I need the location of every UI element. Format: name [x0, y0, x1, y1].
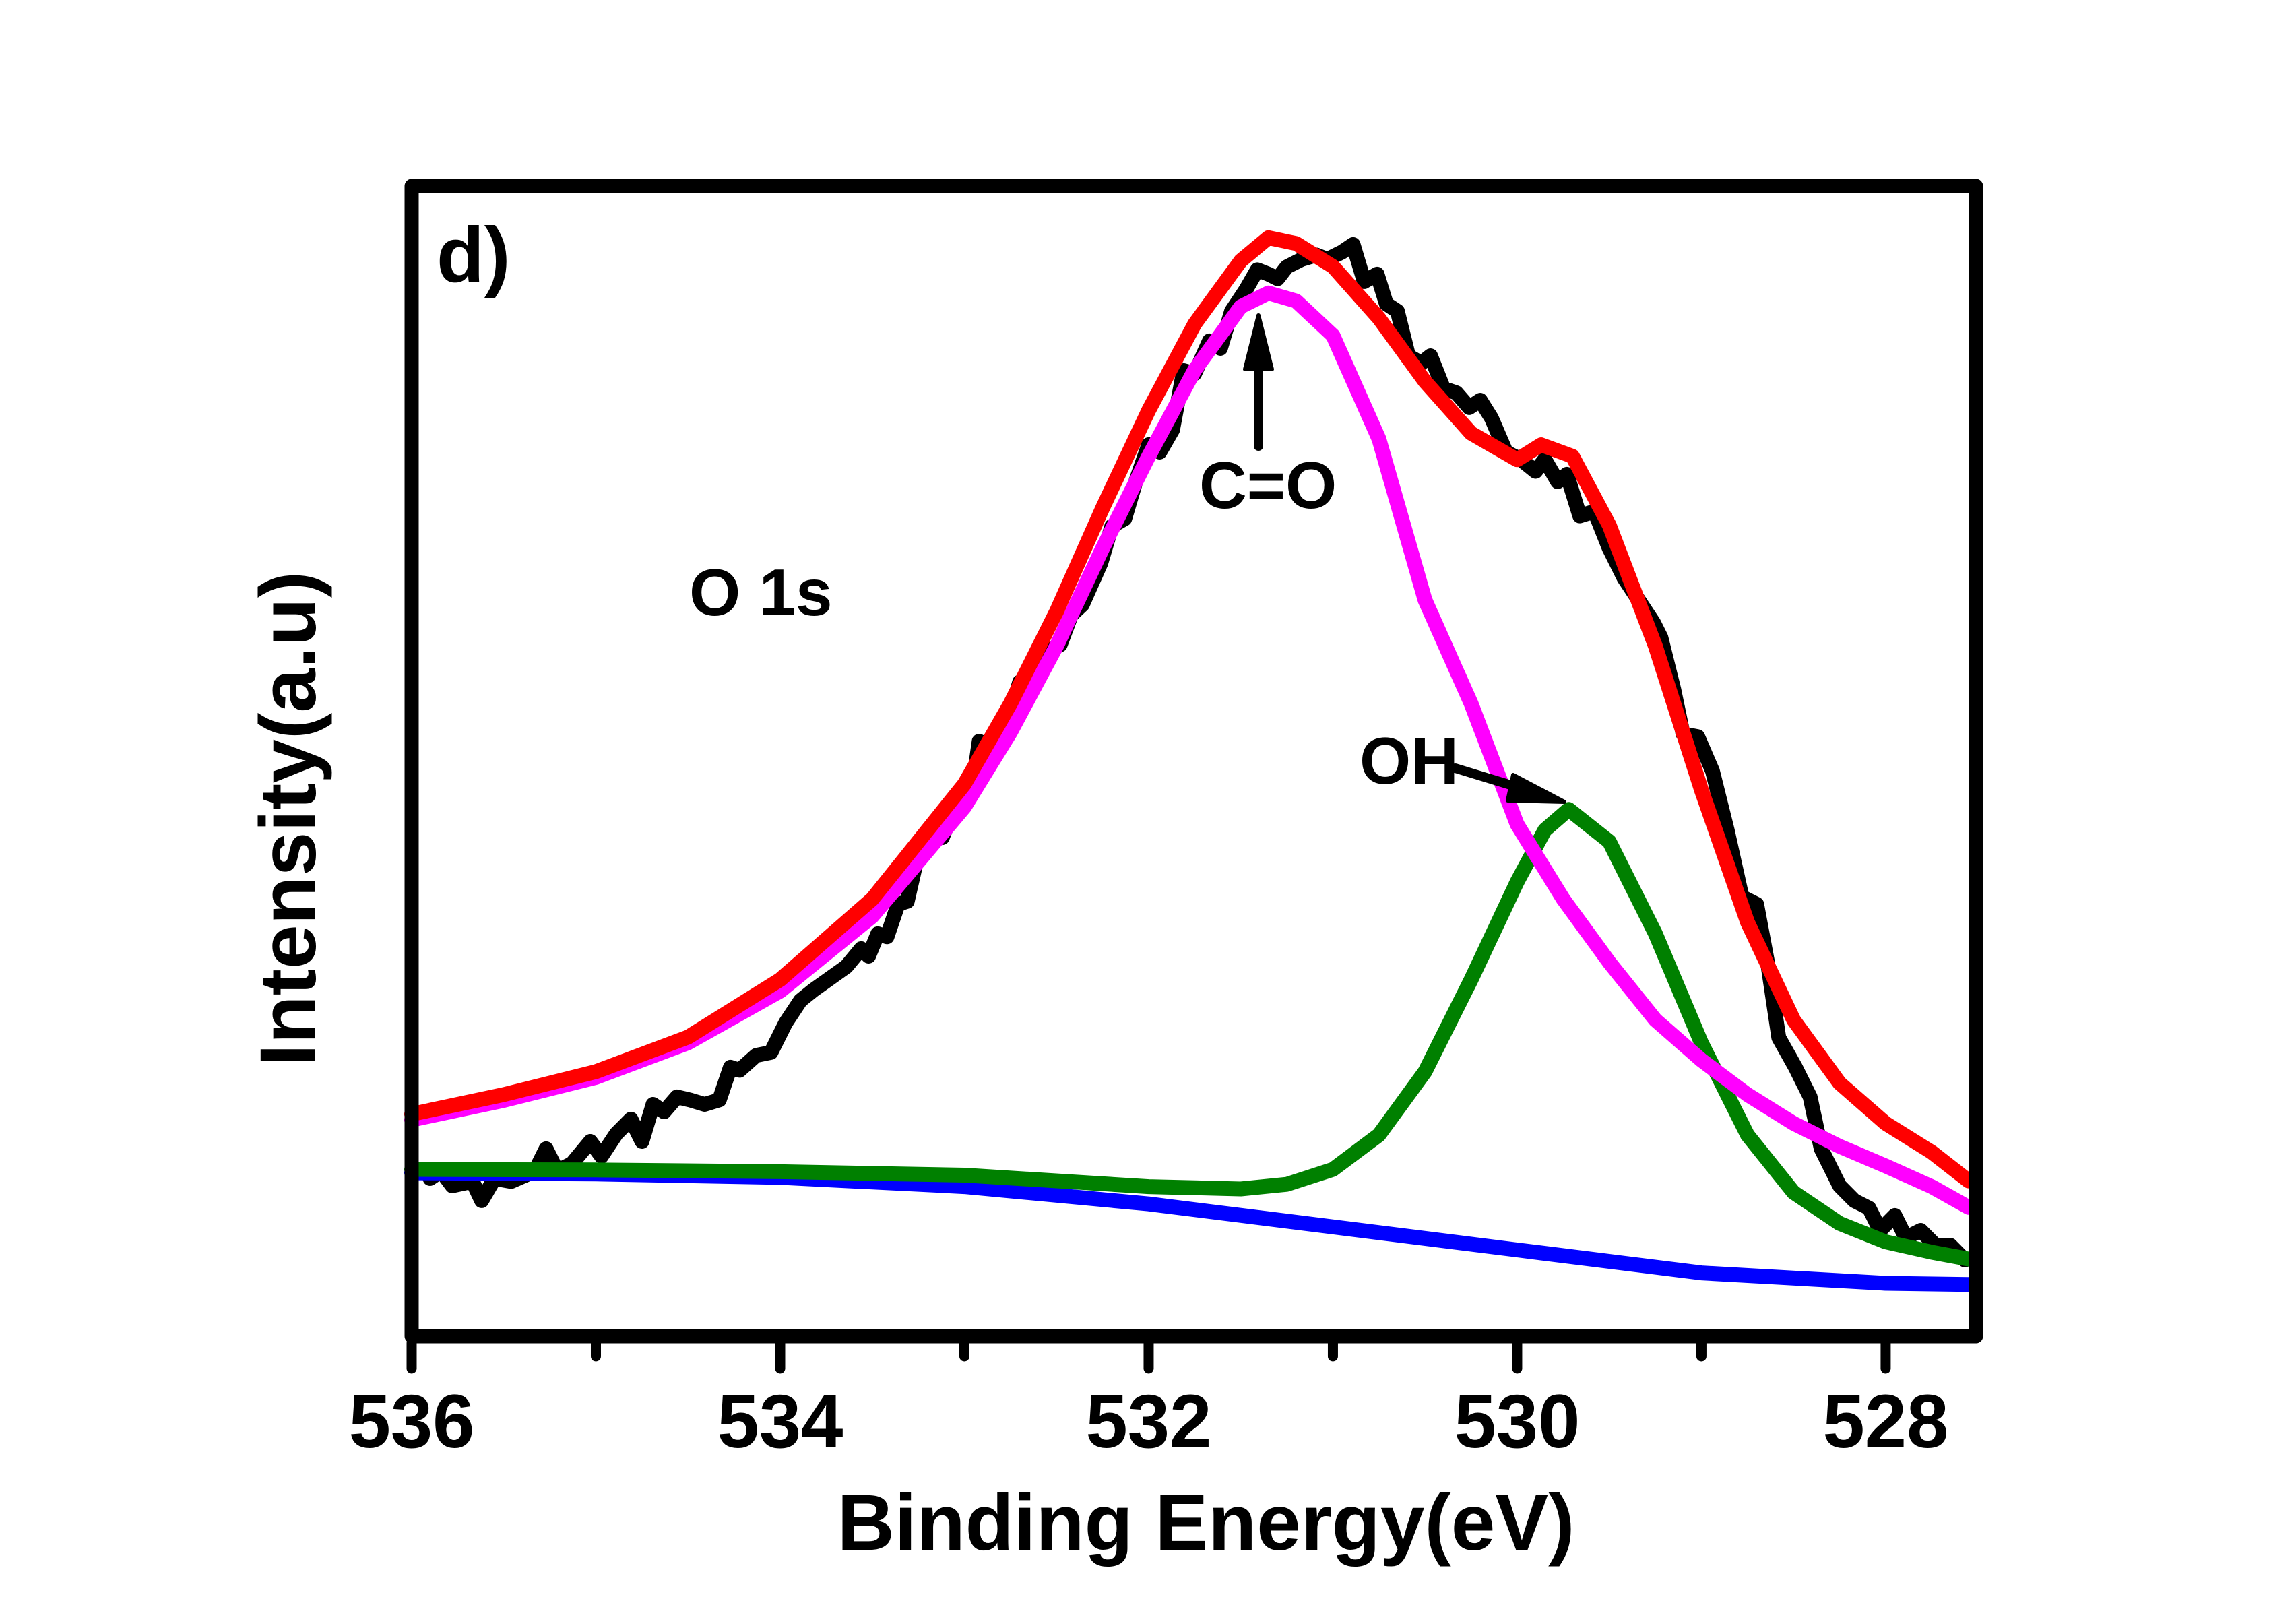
- series-envelope-fit: [404, 230, 1976, 1189]
- plot-frame: [404, 179, 1983, 1344]
- series-oh-component: [404, 802, 1976, 1267]
- x-axis-title: Binding Energy(eV): [837, 1478, 1575, 1567]
- x-tick-label: 530: [1455, 1379, 1581, 1464]
- co-arrow-head: [1243, 313, 1274, 371]
- series-layer: [404, 230, 1976, 1292]
- x-ticks: [406, 1338, 1891, 1374]
- co-peak-arrow: [1243, 313, 1274, 451]
- panel-label: d): [437, 211, 511, 298]
- y-axis-title: Intensity(a.u): [244, 571, 333, 1066]
- x-tick-label: 528: [1822, 1379, 1948, 1464]
- x-tick-labels: 536 534 532 530 528: [349, 1379, 1949, 1464]
- x-tick-label: 532: [1086, 1379, 1212, 1464]
- x-tick-label: 534: [718, 1379, 843, 1464]
- oh-arrow-head: [1506, 773, 1566, 804]
- series-c-o-component: [404, 285, 1976, 1215]
- o1s-label: O 1s: [689, 555, 832, 629]
- x-tick-label: 536: [349, 1379, 475, 1464]
- oh-peak-arrow: [1450, 763, 1566, 804]
- co-peak-label: C=O: [1199, 448, 1337, 522]
- oh-peak-label: OH: [1360, 724, 1459, 798]
